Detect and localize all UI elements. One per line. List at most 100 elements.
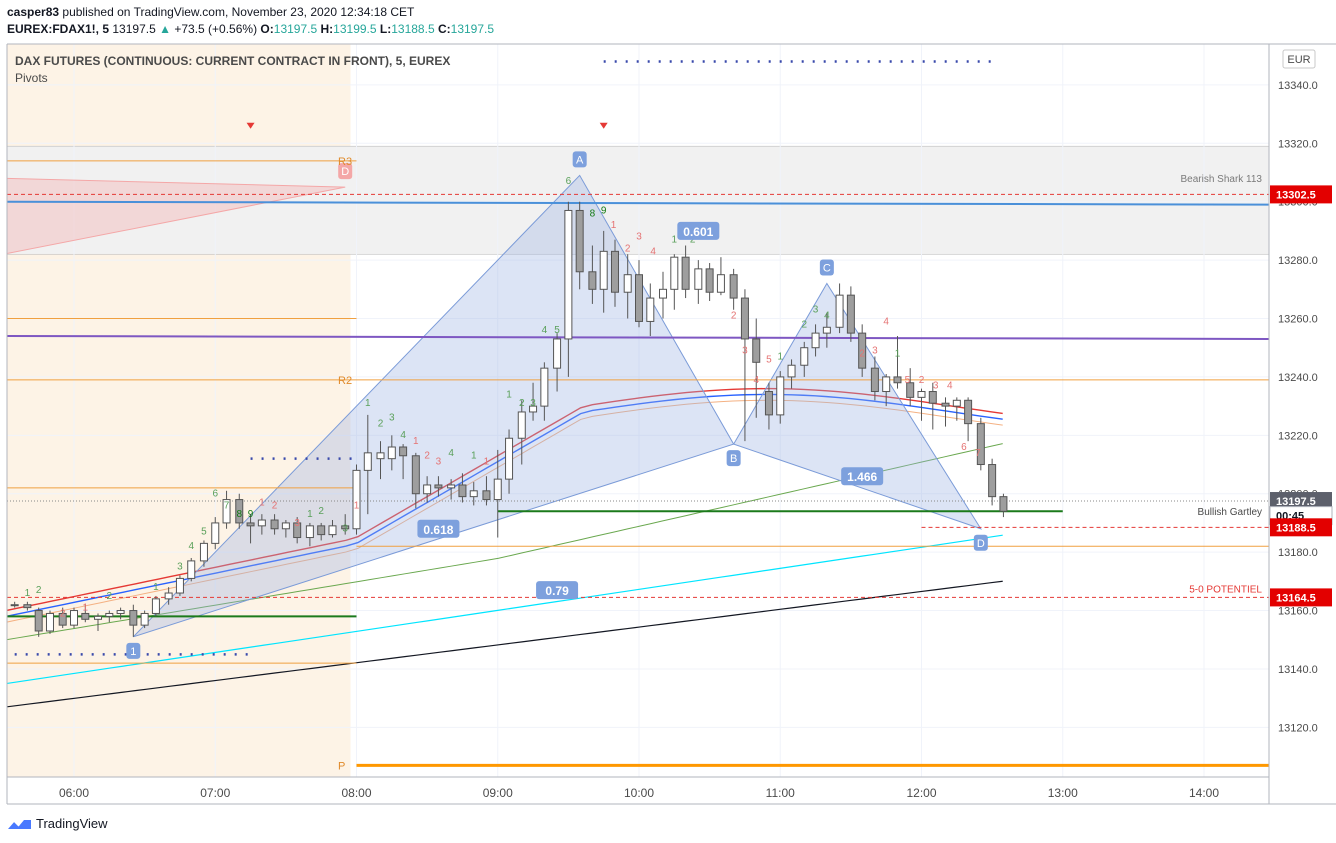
candle[interactable]: [740, 289, 749, 442]
candle[interactable]: [434, 476, 443, 497]
candle[interactable]: [870, 356, 879, 401]
candle[interactable]: [964, 397, 973, 442]
candle[interactable]: [257, 514, 266, 535]
candle[interactable]: [458, 473, 467, 503]
candle[interactable]: [564, 201, 573, 377]
candle[interactable]: [764, 382, 773, 430]
candle[interactable]: [787, 359, 796, 389]
candle-body: [10, 604, 19, 607]
candle[interactable]: [776, 371, 785, 424]
candle[interactable]: [952, 397, 961, 421]
x-tick-label: 12:00: [906, 786, 936, 800]
candle[interactable]: [281, 520, 290, 538]
candle[interactable]: [610, 239, 619, 307]
candle[interactable]: [588, 245, 597, 304]
candle[interactable]: [58, 607, 67, 629]
candle[interactable]: [553, 333, 562, 392]
candle[interactable]: [835, 283, 844, 334]
candle[interactable]: [517, 400, 526, 465]
candle[interactable]: [999, 493, 1008, 518]
candle[interactable]: [800, 341, 809, 377]
candle[interactable]: [716, 257, 725, 296]
candle[interactable]: [352, 464, 361, 535]
candle-body: [164, 592, 173, 600]
candle[interactable]: [659, 271, 668, 319]
candle[interactable]: [846, 286, 855, 342]
td-count-label: 2: [690, 235, 696, 246]
candle[interactable]: [81, 604, 90, 623]
candle[interactable]: [670, 254, 679, 310]
candle[interactable]: [151, 595, 160, 617]
candle[interactable]: [211, 517, 220, 550]
candle[interactable]: [928, 382, 937, 430]
candle[interactable]: [70, 607, 78, 629]
candle[interactable]: [752, 318, 761, 418]
candle[interactable]: [140, 610, 149, 629]
candle[interactable]: [822, 312, 831, 348]
candle[interactable]: [729, 268, 738, 310]
candle[interactable]: [305, 522, 314, 547]
candle[interactable]: [976, 417, 985, 471]
candle[interactable]: [681, 245, 690, 299]
candle[interactable]: [363, 414, 372, 515]
candle[interactable]: [317, 522, 326, 541]
candle[interactable]: [341, 514, 350, 535]
candle[interactable]: [575, 201, 584, 290]
candle[interactable]: [376, 441, 385, 480]
candle[interactable]: [164, 587, 173, 605]
candle[interactable]: [45, 610, 54, 634]
candle[interactable]: [411, 452, 420, 509]
candle[interactable]: [694, 260, 703, 304]
candle[interactable]: [599, 230, 608, 313]
candle[interactable]: [423, 476, 432, 503]
candle[interactable]: [482, 476, 491, 506]
x-tick-label: 07:00: [200, 786, 230, 800]
candle[interactable]: [328, 520, 337, 538]
ratio-label: 1.466: [847, 470, 877, 484]
candle-body: [964, 399, 973, 425]
candle[interactable]: [941, 397, 950, 427]
candle[interactable]: [635, 260, 643, 328]
candle[interactable]: [705, 263, 714, 301]
candle[interactable]: [447, 479, 456, 500]
candle[interactable]: [116, 607, 125, 620]
candle[interactable]: [893, 336, 902, 389]
currency-label: EUR: [1287, 54, 1310, 66]
candle[interactable]: [646, 283, 655, 337]
candle[interactable]: [505, 429, 514, 494]
candle[interactable]: [988, 458, 997, 506]
candle[interactable]: [105, 610, 114, 623]
candle[interactable]: [493, 449, 502, 538]
td-count-label: 8: [590, 208, 596, 219]
candle-body: [257, 519, 266, 527]
td-count-label: 1: [307, 509, 313, 520]
candle[interactable]: [246, 514, 255, 544]
candle[interactable]: [94, 613, 103, 631]
candle[interactable]: [811, 324, 820, 357]
candle[interactable]: [34, 607, 43, 637]
pattern-point-badge: [338, 163, 353, 180]
candle[interactable]: [882, 373, 891, 407]
candle[interactable]: [387, 435, 396, 471]
candle[interactable]: [23, 601, 32, 611]
candle[interactable]: [469, 482, 478, 506]
candle[interactable]: [175, 575, 184, 596]
candle[interactable]: [187, 557, 196, 582]
candle[interactable]: [917, 388, 926, 421]
currency-button[interactable]: [1282, 49, 1316, 69]
candle[interactable]: [529, 382, 538, 421]
candle[interactable]: [270, 514, 279, 535]
candle[interactable]: [399, 444, 408, 480]
candle[interactable]: [129, 604, 138, 637]
tradingview-logo[interactable]: TradingView: [6, 816, 108, 831]
candle[interactable]: [293, 517, 302, 544]
candle[interactable]: [623, 254, 632, 319]
candle[interactable]: [10, 601, 19, 608]
candle[interactable]: [540, 362, 549, 421]
candle[interactable]: [235, 493, 244, 529]
candle[interactable]: [906, 368, 915, 407]
candle[interactable]: [222, 490, 231, 529]
candle[interactable]: [199, 540, 208, 567]
candle[interactable]: [858, 324, 867, 377]
